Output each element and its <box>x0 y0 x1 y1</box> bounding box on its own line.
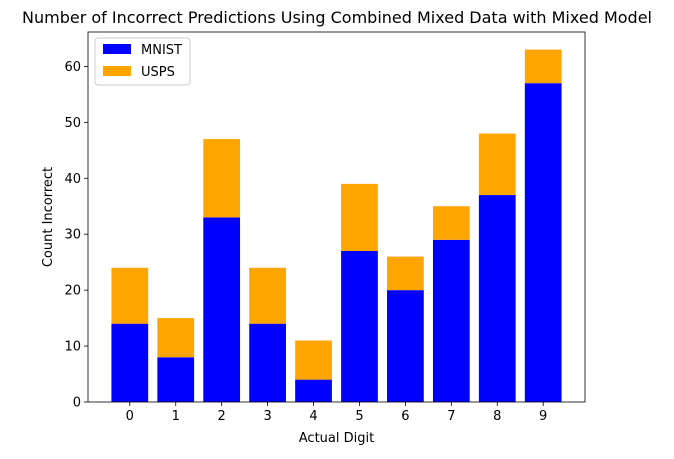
x-tick-label: 9 <box>539 409 547 424</box>
bar-usps-9 <box>524 49 562 84</box>
bars <box>111 49 562 402</box>
x-tick-label: 0 <box>126 409 134 424</box>
bar-usps-1 <box>157 318 195 358</box>
chart-title: Number of Incorrect Predictions Using Co… <box>22 8 652 27</box>
legend-swatch-mnist <box>103 44 131 54</box>
bar-mnist-6 <box>387 290 424 402</box>
y-tick-label: 50 <box>64 116 81 131</box>
y-ticks: 0 10 20 30 40 50 60 <box>64 60 88 411</box>
x-tick-label: 4 <box>309 409 317 424</box>
bar-usps-6 <box>387 256 424 291</box>
x-tick-label: 6 <box>401 409 409 424</box>
legend-swatch-usps <box>103 66 131 76</box>
legend: MNIST USPS <box>94 37 191 86</box>
bar-mnist-3 <box>249 323 286 402</box>
x-ticks: 0 1 2 3 4 5 6 7 8 9 <box>126 402 547 424</box>
bar-mnist-1 <box>157 357 195 402</box>
bar-mnist-5 <box>341 250 378 402</box>
y-tick-label: 0 <box>73 396 81 411</box>
bar-mnist-2 <box>203 217 241 402</box>
bar-mnist-8 <box>478 195 516 402</box>
bar-usps-3 <box>249 267 286 324</box>
y-tick-label: 10 <box>64 340 81 355</box>
bar-usps-0 <box>111 267 149 324</box>
bar-usps-7 <box>432 206 470 240</box>
x-tick-label: 2 <box>218 409 226 424</box>
bar-mnist-9 <box>524 83 562 402</box>
bar-usps-8 <box>478 133 516 196</box>
bar-mnist-7 <box>432 239 470 402</box>
y-tick-label: 40 <box>64 172 81 187</box>
legend-label-usps: USPS <box>141 65 175 80</box>
bar-usps-5 <box>341 183 378 251</box>
y-tick-label: 60 <box>64 60 81 75</box>
y-axis-label: Count Incorrect <box>41 167 56 267</box>
bar-usps-2 <box>203 139 241 218</box>
y-tick-label: 20 <box>64 284 81 299</box>
plot-frame <box>87 31 586 403</box>
bar-usps-4 <box>295 340 332 380</box>
x-tick-label: 7 <box>447 409 455 424</box>
x-tick-label: 3 <box>263 409 271 424</box>
legend-label-mnist: MNIST <box>141 43 182 58</box>
bar-mnist-0 <box>111 323 149 402</box>
y-tick-label: 30 <box>64 228 81 243</box>
x-tick-label: 1 <box>172 409 180 424</box>
x-tick-label: 5 <box>355 409 363 424</box>
x-tick-label: 8 <box>493 409 501 424</box>
x-axis-label: Actual Digit <box>299 431 374 446</box>
bar-mnist-4 <box>295 379 332 402</box>
